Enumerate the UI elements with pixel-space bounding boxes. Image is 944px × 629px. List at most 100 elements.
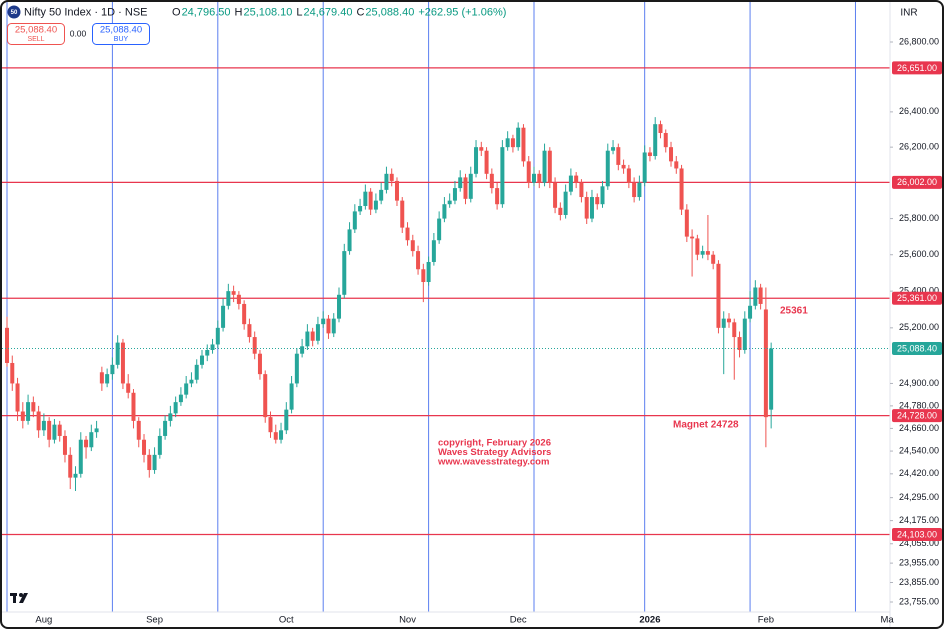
candle-body — [553, 182, 558, 208]
candle-body — [526, 161, 531, 183]
sell-button[interactable] — [7, 23, 65, 45]
candle-body — [252, 337, 257, 354]
candle-body — [257, 353, 262, 375]
ohlc-key: H — [235, 6, 243, 18]
y-tick-label: 24,540.00 — [899, 445, 939, 455]
level-label: 26,002.00 — [897, 177, 937, 187]
candle-body — [84, 439, 89, 448]
candle-body — [337, 294, 342, 319]
ohlc-value: 24,679.40 — [304, 6, 353, 18]
ohlc-header: O 24,796.50 H 25,108.10 L 24,679.40 C 25,088.40… — [172, 6, 506, 18]
candle-body — [711, 254, 716, 264]
annotation: Magnet 24728 — [673, 420, 739, 431]
y-tick-label: 26,800.00 — [899, 36, 939, 46]
candle-body — [726, 318, 731, 323]
candle-body — [447, 200, 452, 205]
candle-body — [437, 218, 442, 241]
x-tick-label: 2026 — [639, 615, 660, 626]
spread: 0.00 — [70, 28, 87, 38]
candle-body — [637, 182, 642, 198]
candle-body — [563, 191, 568, 215]
candle-body — [547, 150, 552, 183]
candle-body — [769, 348, 774, 410]
y-tick-label: 24,055.00 — [899, 538, 939, 548]
candle-body — [716, 263, 721, 328]
candle-body — [326, 318, 331, 334]
candle-body — [331, 318, 336, 334]
candle-body — [136, 420, 141, 440]
level-label: 25,361.00 — [897, 293, 937, 303]
buy-button[interactable] — [92, 23, 150, 45]
candle-body — [73, 473, 78, 478]
level-label-box — [892, 527, 942, 541]
y-tick-label: 24,420.00 — [899, 468, 939, 478]
candle-body — [495, 188, 500, 205]
candle-body — [131, 392, 136, 421]
candle-body — [310, 331, 315, 341]
candle-body — [36, 411, 41, 431]
candle-body — [62, 435, 67, 455]
candle-body — [758, 287, 763, 304]
candle-body — [99, 372, 104, 384]
candle-body — [426, 261, 431, 283]
y-tick-label: 25,200.00 — [899, 322, 939, 332]
copyright-text: copyright, February 2026 — [438, 438, 551, 449]
candle-body — [15, 383, 20, 412]
candle-body — [305, 331, 310, 347]
candle-body — [57, 424, 62, 436]
candle-body — [389, 173, 394, 181]
candle-body — [600, 186, 605, 205]
candle-body — [721, 318, 726, 328]
candle-body — [173, 402, 178, 414]
y-tick-label: 24,900.00 — [899, 378, 939, 388]
y-tick-label: 26,400.00 — [899, 106, 939, 116]
level-label: 26,651.00 — [897, 63, 937, 73]
candle-body — [347, 229, 352, 252]
candle-body — [632, 182, 637, 198]
candle-body — [479, 147, 484, 151]
candle-body — [500, 147, 505, 205]
candle-body — [52, 424, 57, 440]
x-tick-label: Dec — [510, 615, 527, 626]
candle-body — [231, 291, 236, 295]
y-tick-label: 23,955.00 — [899, 557, 939, 567]
candle-body — [663, 132, 668, 148]
candle-body — [537, 173, 542, 183]
candle-body — [152, 454, 157, 471]
y-tick-label: 24,780.00 — [899, 400, 939, 410]
candle-body — [748, 305, 753, 319]
candle-body — [653, 124, 658, 157]
ohlc-value: 24,796.50 — [182, 6, 231, 18]
level-label-box — [892, 175, 942, 189]
x-tick-label: Nov — [399, 615, 416, 626]
candle-body — [489, 173, 494, 189]
sell-price: 25,088.40 — [15, 25, 57, 36]
candle-body — [621, 164, 626, 169]
candle-body — [20, 411, 25, 421]
candle-body — [210, 344, 215, 351]
symbol-title: Nifty 50 Index · 1D · NSE — [24, 6, 148, 18]
ohlc-change: +262.95 (+1.06%) — [418, 6, 506, 18]
candle-body — [284, 409, 289, 431]
candle-body — [626, 168, 631, 183]
candle-body — [236, 294, 241, 304]
candle-body — [516, 127, 521, 148]
candle-body — [47, 420, 52, 440]
candle-body — [105, 374, 110, 384]
candle-body — [342, 251, 347, 295]
symbol-logo — [7, 5, 21, 19]
candle-body — [242, 303, 247, 325]
candle-body — [26, 402, 31, 421]
candle-body — [321, 318, 326, 325]
candle-body — [405, 227, 410, 241]
x-tick-label: Aug — [35, 615, 52, 626]
candle-body — [5, 327, 9, 363]
copyright-text: Waves Strategy Advisors — [438, 447, 551, 458]
candle-body — [384, 173, 389, 190]
tradingview-logo — [10, 593, 28, 603]
candle-body — [379, 189, 384, 201]
candle-body — [168, 413, 173, 421]
last-price-box — [892, 341, 942, 355]
